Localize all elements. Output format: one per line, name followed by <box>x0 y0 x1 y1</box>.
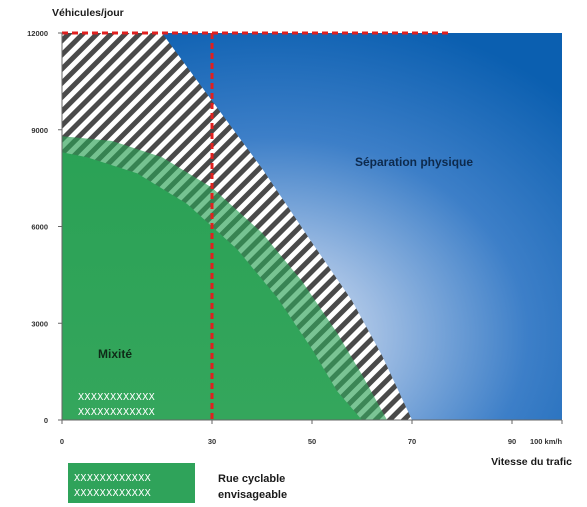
label-mixite: Mixité <box>98 347 132 361</box>
legend-label-line-1: Rue cyclable <box>218 473 285 485</box>
x-axis-label: Vitesse du trafic <box>491 456 572 468</box>
xx-area-rue-cyclable: XXXXXXXXXXXX XXXXXXXXXXXX <box>78 392 155 418</box>
region-mixite <box>62 136 387 420</box>
y-ticks: 0 3000 6000 9000 12000 <box>27 29 62 425</box>
y-tick-label: 9000 <box>31 126 48 135</box>
y-tick-label: 3000 <box>31 319 48 328</box>
y-tick-label: 0 <box>44 416 48 425</box>
x-tick-label: 50 <box>308 437 316 446</box>
legend-xx-row-2: XXXXXXXXXXXX <box>74 488 151 499</box>
xx-row-2: XXXXXXXXXXXX <box>78 407 155 418</box>
y-axis-label: Véhicules/jour <box>52 7 124 19</box>
x-tick-label: 0 <box>60 437 64 446</box>
legend-label-line-2: envisageable <box>218 489 287 501</box>
legend-xx-row-1: XXXXXXXXXXXX <box>74 473 151 484</box>
plot-area: XXXXXXXXXXXX XXXXXXXXXXXX <box>62 33 562 420</box>
label-separation-physique: Séparation physique <box>355 155 473 169</box>
x-tick-label: 70 <box>408 437 416 446</box>
region-mixite-hatched-edge <box>62 136 387 420</box>
y-tick-label: 6000 <box>31 223 48 232</box>
x-tick-label: 30 <box>208 437 216 446</box>
legend: XXXXXXXXXXXX XXXXXXXXXXXX Rue cyclable e… <box>68 463 287 503</box>
x-tick-label: 100 km/h <box>530 437 563 446</box>
legend-swatch <box>68 463 195 503</box>
x-tick-label: 90 <box>508 437 516 446</box>
y-tick-label: 12000 <box>27 29 48 38</box>
x-ticks: 0 30 50 70 90 100 km/h <box>60 420 563 446</box>
xx-row-1: XXXXXXXXXXXX <box>78 392 155 403</box>
